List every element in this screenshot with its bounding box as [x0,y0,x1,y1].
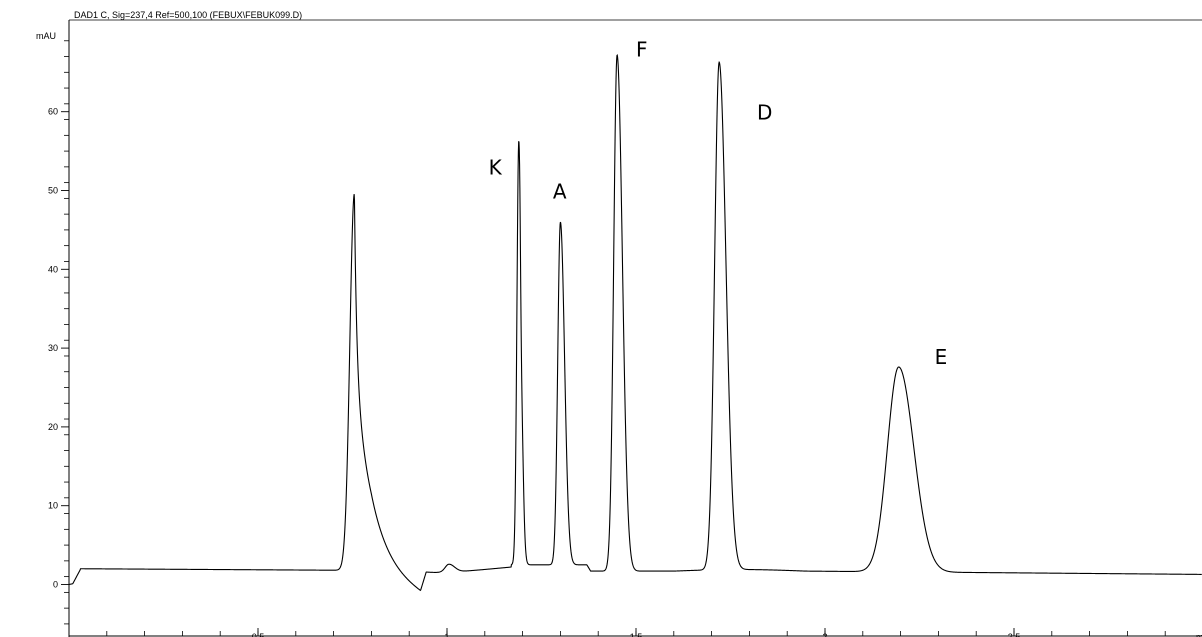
x-tick-label: 2 [822,632,827,637]
peak-labels: K A F D E [489,38,948,369]
y-tick-label: 50 [48,186,58,196]
y-tick-label: 0 [53,580,58,590]
x-tick-label: 1 [444,632,449,637]
tick-labels: mAU 0 10 20 30 40 50 60 0.5 1 1.5 2 2.5 m [36,31,1202,637]
y-tick-label: 30 [48,343,58,353]
y-tick-label: 20 [48,422,58,432]
chart-title: DAD1 C, Sig=237,4 Ref=500,100 (FEBUX\FEB… [74,10,303,20]
ticks [61,40,1166,636]
x-tick-label: 2.5 [1008,632,1021,637]
y-axis-label: mAU [36,31,56,41]
peak-label-A: A [553,179,567,203]
series-line-signal [68,54,1202,592]
peak-label-K: K [489,156,503,180]
peak-label-D: D [757,101,772,125]
x-tick-label: 0.5 [252,632,265,637]
peak-label-F: F [636,38,648,62]
x-axis-unit-label: m [1196,632,1202,637]
x-tick-label: 1.5 [630,632,643,637]
y-tick-label: 10 [48,501,58,511]
y-tick-label: 60 [48,107,58,117]
peak-label-E: E [935,345,948,369]
axes [68,19,1202,637]
y-tick-label: 40 [48,264,58,274]
